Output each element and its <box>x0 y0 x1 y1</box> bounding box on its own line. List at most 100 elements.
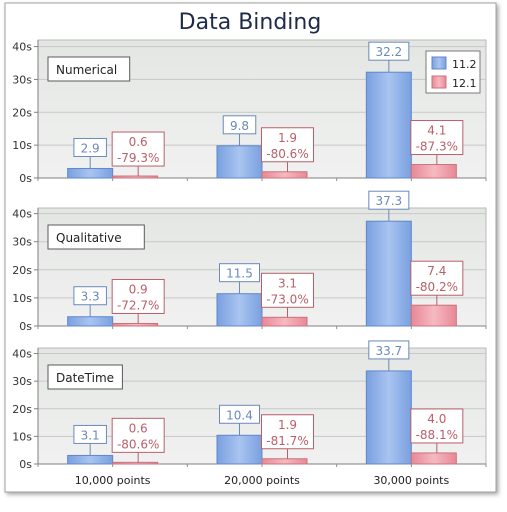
panel-qualitative: 0s 10s 20s 30s 40s Qualitative 3.3 0.9 -72.7% 11.… <box>12 190 487 333</box>
bar-series-2 <box>410 164 457 179</box>
data-label: 10.4 <box>226 408 253 422</box>
data-label-frame <box>73 286 107 306</box>
data-label: 7.4 -80.2% <box>416 264 458 294</box>
data-label: 0.9 -72.7% <box>117 282 159 312</box>
y-tick-label: 30s <box>12 73 32 86</box>
data-label-frame <box>73 137 107 157</box>
bar-series-1 <box>365 220 412 327</box>
legend-swatch <box>431 75 447 89</box>
data-label-frame <box>222 115 257 135</box>
data-label-frame <box>111 131 165 167</box>
data-label-line: -79.3% <box>117 151 159 165</box>
y-tick-label: 10s <box>12 430 32 443</box>
legend-swatch <box>431 56 447 70</box>
data-label: 3.3 <box>81 290 100 304</box>
chart-title: Data Binding <box>179 10 322 35</box>
data-label: 0.6 -79.3% <box>117 135 159 165</box>
bar-series-1 <box>67 454 114 465</box>
legend-label: 12.1 <box>452 77 477 90</box>
y-tick-label: 10s <box>12 292 32 305</box>
panel-label-frame <box>47 364 123 390</box>
data-label: 4.0 -88.1% <box>416 412 458 442</box>
data-label-frame <box>368 340 410 360</box>
bar-series-1 <box>216 293 263 327</box>
data-label-line: 1.9 <box>278 418 297 432</box>
y-tick-label: 30s <box>12 236 32 249</box>
data-label: 1.9 -80.6% <box>266 131 308 161</box>
data-label-frame <box>410 120 464 156</box>
y-tick-label: 0s <box>19 458 32 471</box>
data-label: 37.3 <box>375 194 402 208</box>
panel-label-frame <box>47 224 145 250</box>
data-label: 33.7 <box>375 344 402 358</box>
panels-layer: 0s 10s 20s 30s 40s Numerical 2.9 0.6 -79.3% 9.8 1.… <box>12 39 487 487</box>
bar-series-1 <box>216 145 263 179</box>
bar-series-2 <box>112 461 159 465</box>
bar-series-1 <box>365 370 412 465</box>
y-tick-label: 20s <box>12 264 32 277</box>
panel-numerical: 0s 10s 20s 30s 40s Numerical 2.9 0.6 -79.3% 9.8 1.… <box>12 39 487 185</box>
data-label: 0.6 -80.6% <box>117 421 159 451</box>
data-label-line: 0.9 <box>129 282 148 296</box>
x-tick-label: 20,000 points <box>224 474 300 487</box>
panel-label: Qualitative <box>56 231 122 245</box>
data-label: 1.9 -81.7% <box>266 418 308 448</box>
bar-series-2 <box>410 304 457 327</box>
y-tick-label: 30s <box>12 375 32 388</box>
data-label-frame <box>368 190 410 210</box>
data-label-frame <box>410 260 464 296</box>
data-label-line: 3.1 <box>278 276 297 290</box>
data-label-line: -72.7% <box>117 298 159 312</box>
data-label-frame <box>111 278 165 314</box>
data-label-frame <box>219 263 260 283</box>
y-tick-label: 0s <box>19 320 32 333</box>
y-tick-label: 0s <box>19 172 32 185</box>
data-label-frame <box>261 272 314 308</box>
data-label-line: -81.7% <box>266 434 308 448</box>
data-label-frame <box>219 404 260 424</box>
data-label-frame <box>261 127 314 163</box>
data-label-line: 4.0 <box>427 412 446 426</box>
data-label-line: -80.2% <box>416 280 458 294</box>
panel-label-box: Qualitative <box>47 224 145 250</box>
bar-series-1 <box>67 316 114 327</box>
bar-series-2 <box>112 322 159 327</box>
data-label-frame <box>368 41 410 61</box>
y-tick-label: 10s <box>12 139 32 152</box>
data-label: 11.5 <box>226 267 253 281</box>
y-tick-label: 20s <box>12 403 32 416</box>
y-tick-label: 40s <box>12 348 32 361</box>
panel-label-box: DateTime <box>47 364 123 390</box>
data-label: 9.8 <box>230 119 249 133</box>
panel-datetime: 0s 10s 20s 30s 40s DateTime 3.1 0.6 -80.6% 10,000… <box>12 340 487 487</box>
y-tick-label: 20s <box>12 106 32 119</box>
x-tick-label: 30,000 points <box>373 474 449 487</box>
data-label: 3.1 <box>81 428 100 442</box>
data-label-line: 0.6 <box>129 135 148 149</box>
data-label-line: -87.3% <box>416 140 458 154</box>
data-label-frame <box>73 424 107 444</box>
data-label-line: 7.4 <box>427 264 446 278</box>
panel-label: DateTime <box>56 371 114 385</box>
bar-series-2 <box>112 175 159 179</box>
bar-series-2 <box>261 316 308 327</box>
data-label-line: -80.6% <box>266 147 308 161</box>
data-label: 2.9 <box>81 141 100 155</box>
data-label-line: 0.6 <box>129 421 148 435</box>
data-label-frame <box>261 414 314 450</box>
y-tick-label: 40s <box>12 208 32 221</box>
bar-series-2 <box>261 458 308 465</box>
data-label-line: -88.1% <box>416 428 458 442</box>
data-label-line: -80.6% <box>117 437 159 451</box>
legend: 11.2 12.1 <box>425 50 481 94</box>
data-label: 3.1 -73.0% <box>266 276 308 306</box>
bar-series-1 <box>67 167 114 179</box>
data-label-line: 4.1 <box>427 124 446 138</box>
legend-label: 11.2 <box>452 58 477 71</box>
data-label-line: 1.9 <box>278 131 297 145</box>
panel-label: Numerical <box>56 63 117 77</box>
data-label: 32.2 <box>375 45 402 59</box>
x-tick-label: 10,000 points <box>75 474 151 487</box>
data-label: 4.1 -87.3% <box>416 124 458 154</box>
